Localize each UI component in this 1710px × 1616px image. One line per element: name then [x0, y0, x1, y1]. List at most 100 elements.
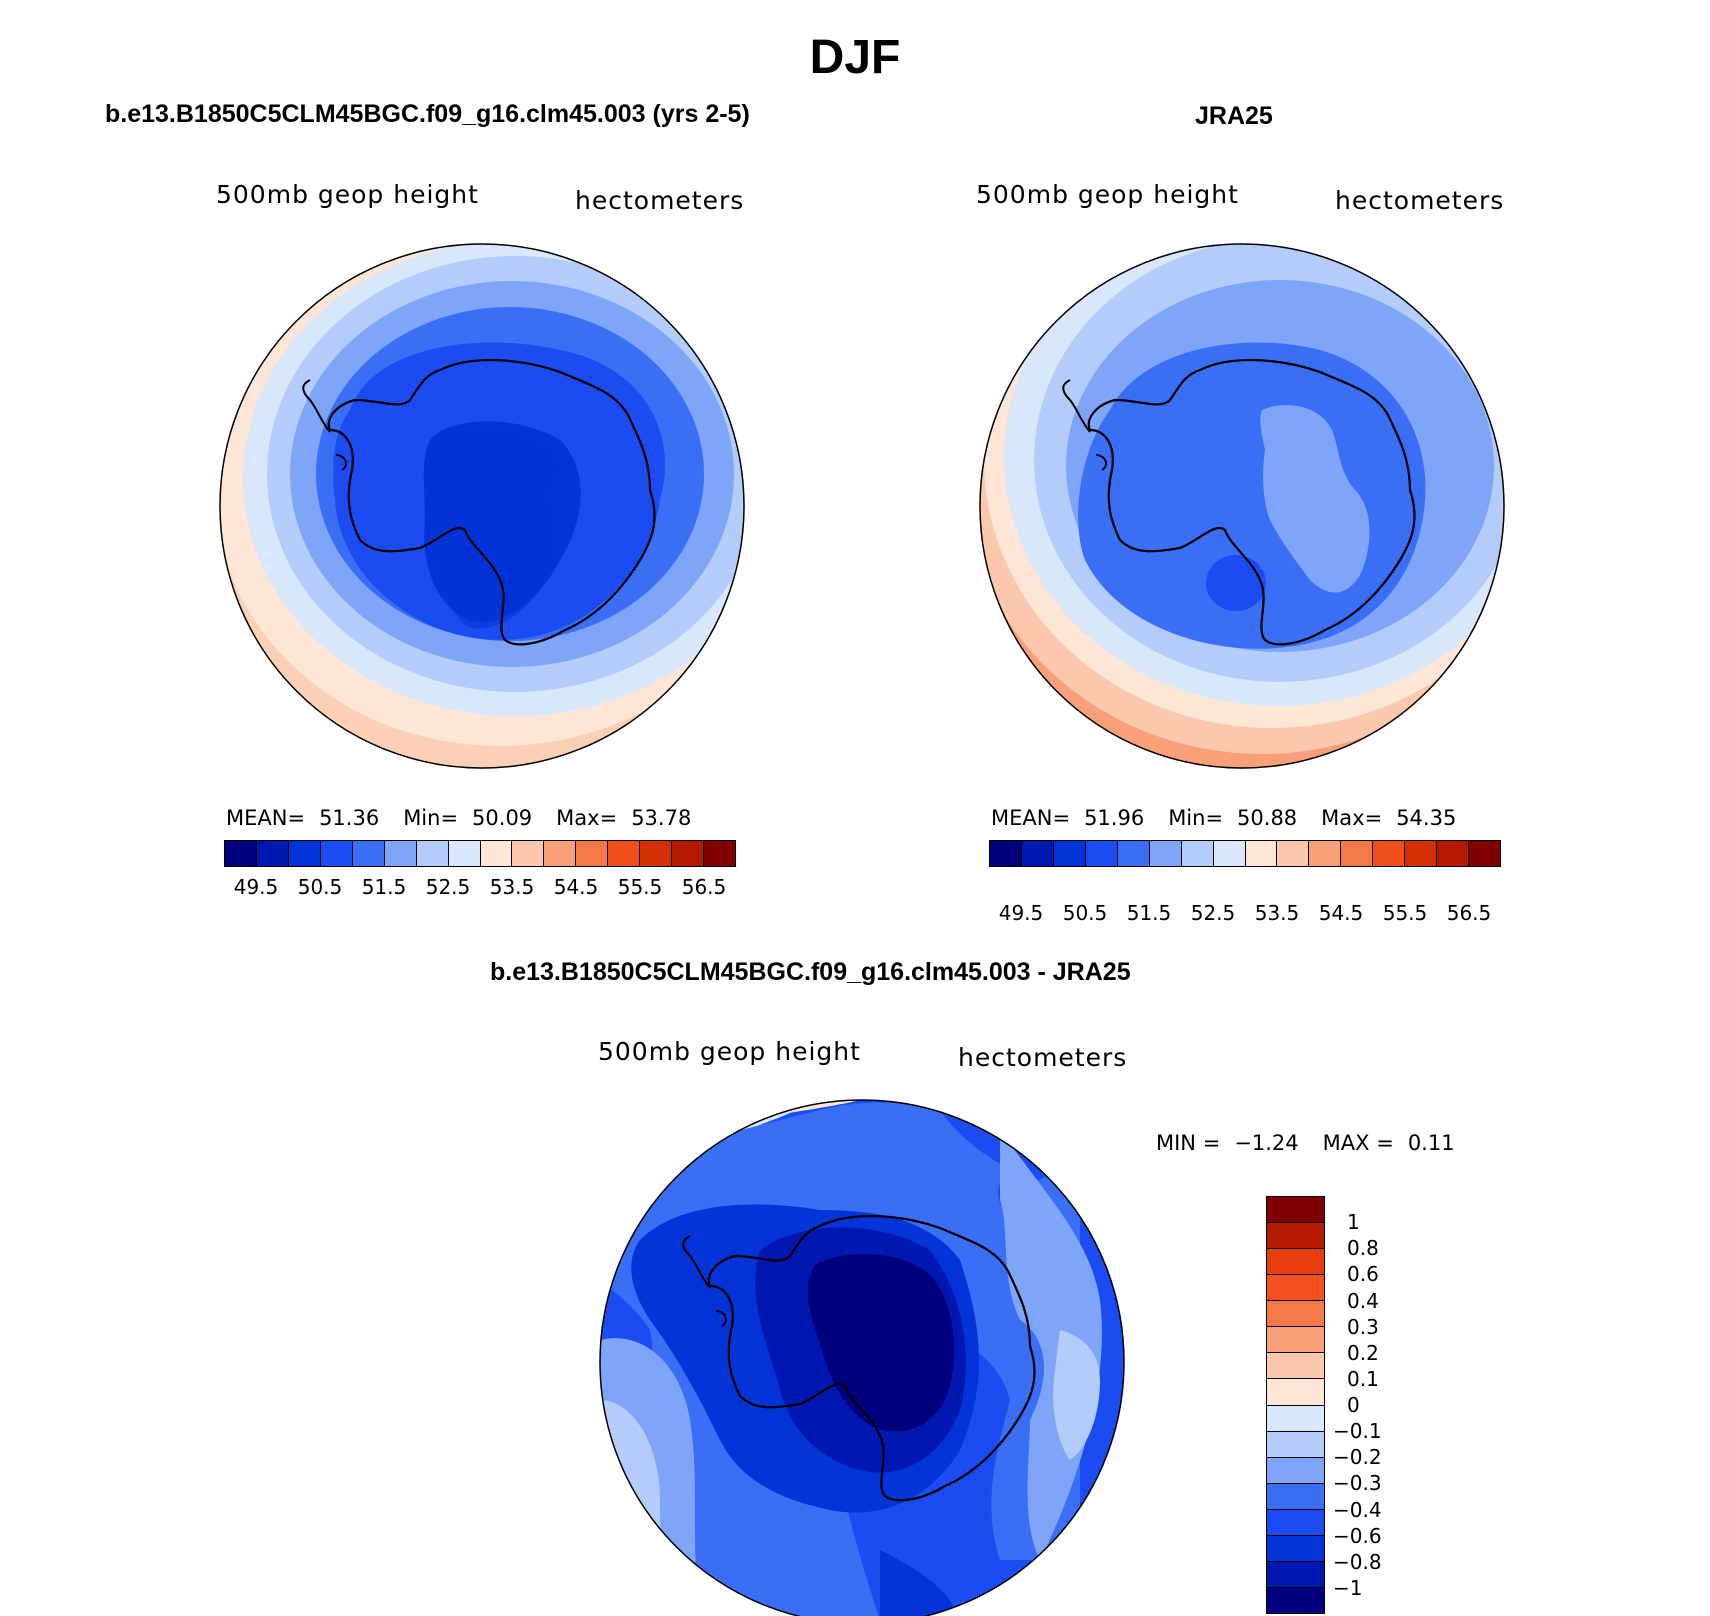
obs-contour-band [1066, 280, 1494, 652]
obs-variable-label: 500mb geop height [976, 180, 1239, 209]
figure-title: DJF [809, 31, 901, 84]
colorbar-swatch [1267, 1431, 1324, 1458]
colorbar-swatch [1267, 1197, 1324, 1224]
colorbar-tick-label: 0.3 [1347, 1314, 1379, 1339]
diff-units-label: hectometers [958, 1043, 1128, 1072]
colorbar-swatch [416, 841, 449, 866]
diff-stats: MIN = −1.24 MAX = 0.11 [1156, 1131, 1455, 1155]
colorbar-swatch [1267, 1353, 1324, 1380]
colorbar-swatch [704, 841, 735, 866]
diff-contour-band [1053, 1330, 1100, 1460]
diff-map-boundary [599, 1099, 1125, 1616]
diff-contour-band [600, 1102, 1080, 1616]
colorbar-swatch [1267, 1587, 1324, 1613]
obs-map-boundary [979, 243, 1505, 769]
diff-contour-band [755, 1227, 966, 1473]
diff-colorbar-labels: 1 0.8 0.6 0.4 0.3 0.2 0.1 0 −0.1 −0.2 −0.3 −0.4 −0.6… [1333, 1196, 1425, 1614]
colorbar-tick-label: −0.2 [1333, 1445, 1382, 1470]
colorbar-swatch [1149, 841, 1182, 866]
colorbar-tick-label: 56.5 [1446, 901, 1492, 925]
colorbar-swatch [384, 841, 417, 866]
colorbar-swatch [1341, 841, 1374, 866]
colorbar-swatch [1267, 1405, 1324, 1432]
model-panel-title: b.e13.B1850C5CLM45BGC.f09_g16.clm45.003 … [105, 100, 750, 128]
colorbar-tick-label: 1 [1347, 1210, 1360, 1235]
colorbar-tick-label: 52.5 [1190, 901, 1236, 925]
obs-antarctica-coastline [1087, 359, 1416, 646]
colorbar-swatch [1267, 1379, 1324, 1406]
diff-variable-label: 500mb geop height [598, 1037, 861, 1066]
colorbar-tick-label: 50.5 [1062, 901, 1108, 925]
colorbar-tick-label: −0.8 [1333, 1549, 1382, 1574]
diff-contour-band [600, 1338, 700, 1616]
model-stats: MEAN= 51.36 Min= 50.09 Max= 53.78 [226, 806, 692, 830]
colorbar-swatch [576, 841, 609, 866]
colorbar-swatch [352, 841, 385, 866]
model-contour-band [333, 342, 666, 640]
colorbar-swatch [1267, 1561, 1324, 1588]
colorbar-swatch [1267, 1509, 1324, 1536]
diff-contour-band [807, 1254, 955, 1432]
colorbar-tick-label: 50.5 [297, 875, 343, 899]
model-units-label: hectometers [575, 186, 745, 215]
colorbar-tick-label: 0.6 [1347, 1262, 1379, 1287]
model-colorbar [224, 840, 736, 867]
colorbar-swatch [1267, 1535, 1324, 1562]
colorbar-swatch [1267, 1275, 1324, 1302]
colorbar-tick-label: −0.1 [1333, 1419, 1382, 1444]
colorbar-swatch [1267, 1483, 1324, 1510]
colorbar-tick-label: 53.5 [489, 875, 535, 899]
colorbar-swatch [320, 841, 353, 866]
colorbar-swatch [1277, 841, 1310, 866]
colorbar-swatch [1267, 1327, 1324, 1354]
colorbar-swatch [1117, 841, 1150, 866]
diff-panel-title: b.e13.B1850C5CLM45BGC.f09_g16.clm45.003 … [490, 958, 1131, 986]
colorbar-tick-label: 0.1 [1347, 1366, 1379, 1391]
colorbar-tick-label: 52.5 [425, 875, 471, 899]
colorbar-tick-label: 56.5 [681, 875, 727, 899]
colorbar-swatch [672, 841, 705, 866]
model-map-boundary [219, 243, 745, 769]
colorbar-tick-label: 54.5 [1318, 901, 1364, 925]
diff-contour-band [610, 1100, 860, 1160]
colorbar-swatch [1267, 1223, 1324, 1250]
obs-contour-band [1034, 244, 1504, 682]
colorbar-swatch [990, 841, 1022, 866]
obs-stats: MEAN= 51.96 Min= 50.88 Max= 54.35 [991, 806, 1457, 830]
colorbar-tick-label: 0.8 [1347, 1236, 1379, 1261]
colorbar-tick-label: 49.5 [233, 875, 279, 899]
colorbar-swatch [1309, 841, 1342, 866]
obs-contour-band [1004, 244, 1504, 706]
colorbar-swatch [512, 841, 545, 866]
diff-contour-band [631, 1204, 979, 1513]
model-contour-band [316, 307, 704, 641]
colorbar-tick-label: −1 [1333, 1575, 1363, 1600]
obs-contour-band [980, 244, 1504, 768]
colorbar-swatch [1181, 841, 1214, 866]
diff-contour-band [1000, 1130, 1102, 1560]
obs-panel-title: JRA25 [1195, 102, 1273, 130]
colorbar-tick-label: 0.2 [1347, 1340, 1379, 1365]
model-contour-band [423, 421, 581, 622]
colorbar-tick-label: −0.6 [1333, 1523, 1382, 1548]
model-contour-band [290, 281, 734, 667]
diff-contour-band [600, 1100, 1124, 1616]
obs-contour-band [980, 244, 1504, 754]
colorbar-tick-label: 54.5 [553, 875, 599, 899]
obs-peninsula-coastline [1062, 379, 1091, 433]
colorbar-swatch [1437, 841, 1470, 866]
colorbar-tick-label: 0 [1347, 1393, 1360, 1417]
colorbar-swatch [608, 841, 641, 866]
colorbar-swatch [1021, 841, 1054, 866]
colorbar-tick-label: 55.5 [617, 875, 663, 899]
colorbar-tick-label: 51.5 [361, 875, 407, 899]
colorbar-tick-label: 49.5 [998, 901, 1044, 925]
colorbar-swatch [1469, 841, 1500, 866]
model-contour-band [267, 256, 744, 692]
obs-contour-band [984, 244, 1504, 728]
model-variable-label: 500mb geop height [216, 180, 479, 209]
colorbar-swatch [1085, 841, 1118, 866]
model-colorbar-labels: 49.5 50.5 51.5 52.5 53.5 54.5 55.5 56.5 [224, 875, 736, 901]
model-contour-band [220, 244, 744, 746]
colorbar-tick-label: 53.5 [1254, 901, 1300, 925]
